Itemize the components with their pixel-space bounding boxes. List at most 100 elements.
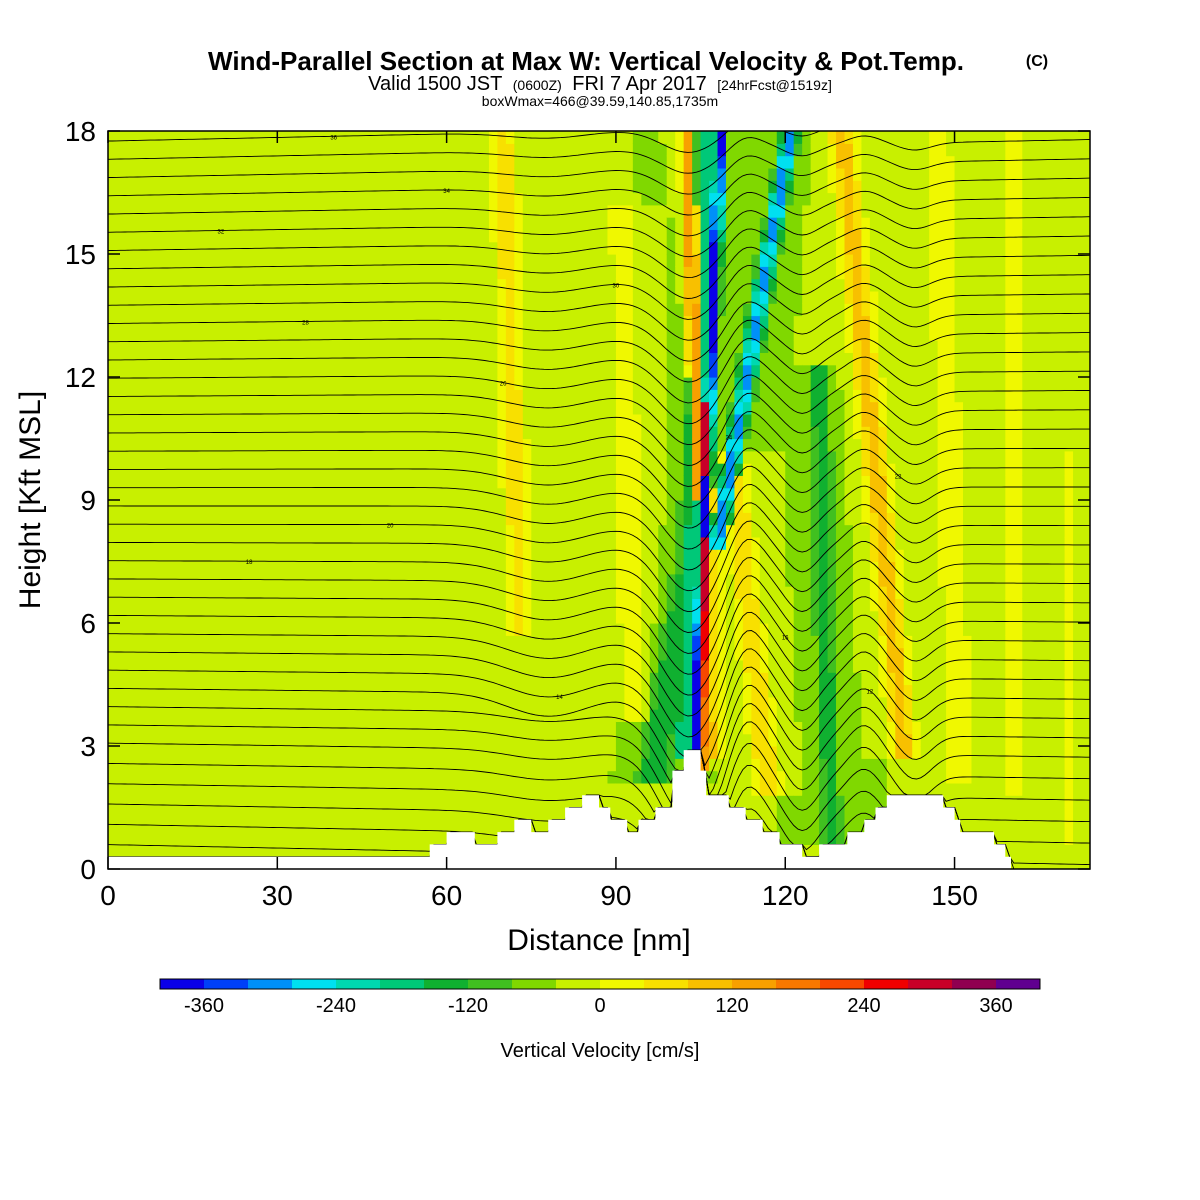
w-cell: [150, 364, 160, 378]
w-cell: [395, 290, 405, 304]
w-cell: [218, 672, 228, 686]
w-cell: [285, 377, 295, 390]
w-cell: [302, 450, 312, 464]
w-cell: [565, 782, 575, 796]
w-cell: [158, 315, 168, 329]
w-cell: [167, 266, 177, 280]
w-cell: [336, 709, 346, 722]
w-cell: [717, 315, 727, 329]
w-cell: [759, 549, 769, 563]
w-cell: [361, 795, 372, 809]
w-cell: [345, 290, 355, 304]
w-cell: [565, 389, 575, 403]
w-cell: [472, 758, 482, 772]
w-cell: [319, 696, 329, 710]
w-cell: [285, 721, 295, 735]
w-cell: [133, 475, 143, 489]
w-cell: [192, 573, 202, 587]
w-cell: [768, 770, 778, 784]
w-cell: [353, 795, 363, 809]
w-cell: [285, 438, 295, 452]
w-cell: [751, 254, 761, 267]
w-cell: [700, 733, 710, 747]
w-cell: [141, 340, 151, 353]
w-cell: [378, 401, 388, 415]
w-cell: [268, 586, 278, 599]
w-cell: [742, 512, 752, 526]
w-cell: [260, 696, 270, 710]
w-cell: [658, 684, 668, 698]
w-cell: [328, 364, 338, 378]
w-cell: [599, 389, 609, 403]
w-cell: [624, 167, 634, 181]
w-cell: [421, 180, 431, 194]
w-cell: [624, 290, 634, 304]
w-cell: [251, 819, 261, 833]
w-cell: [658, 413, 668, 427]
w-cell: [243, 413, 253, 427]
w-cell: [184, 450, 194, 464]
w-cell: [683, 586, 693, 599]
w-cell: [429, 610, 439, 624]
w-cell: [345, 475, 355, 489]
w-cell: [302, 377, 312, 390]
w-cell: [539, 290, 549, 304]
w-cell: [192, 204, 202, 218]
w-cell: [412, 352, 422, 366]
w-cell: [201, 536, 211, 550]
w-cell: [345, 278, 355, 292]
w-cell: [285, 217, 295, 230]
w-cell: [624, 180, 634, 194]
w-cell: [573, 512, 583, 526]
w-cell: [810, 795, 820, 809]
w-cell: [218, 733, 228, 747]
w-cell: [184, 487, 194, 501]
w-cell: [480, 192, 490, 206]
w-cell: [455, 512, 465, 526]
w-cell: [455, 192, 465, 206]
w-cell: [734, 561, 744, 575]
w-cell: [802, 401, 812, 415]
w-cell: [116, 610, 126, 624]
w-cell: [463, 377, 473, 390]
w-cell: [599, 549, 609, 563]
w-cell: [345, 623, 355, 636]
w-cell: [370, 426, 380, 440]
w-cell: [658, 586, 668, 599]
w-cell: [599, 610, 609, 624]
w-cell: [141, 241, 151, 255]
w-cell: [463, 143, 473, 157]
w-cell: [675, 241, 685, 255]
w-cell: [446, 733, 456, 747]
w-cell: [268, 155, 278, 169]
w-cell: [751, 131, 761, 144]
w-cell: [683, 684, 693, 698]
w-cell: [429, 684, 439, 698]
w-cell: [472, 229, 482, 243]
w-cell: [218, 610, 228, 624]
w-cell: [759, 143, 769, 157]
w-cell: [302, 512, 312, 526]
w-cell: [480, 217, 490, 230]
w-cell: [683, 254, 693, 267]
w-cell: [725, 438, 736, 452]
w-cell: [167, 487, 177, 501]
w-cell: [421, 684, 431, 698]
w-cell: [446, 573, 456, 587]
w-cell: [302, 303, 312, 317]
w-cell: [675, 155, 685, 169]
w-cell: [599, 561, 609, 575]
w-cell: [480, 426, 490, 440]
w-cell: [573, 389, 583, 403]
w-cell: [455, 266, 465, 280]
w-cell: [607, 770, 617, 784]
w-cell: [167, 524, 177, 538]
w-cell: [395, 623, 405, 636]
w-cell: [768, 463, 778, 476]
w-cell: [158, 377, 168, 390]
w-cell: [268, 401, 278, 415]
w-cell: [108, 512, 118, 526]
w-cell: [455, 549, 465, 563]
w-cell: [378, 696, 388, 710]
w-cell: [353, 586, 363, 599]
